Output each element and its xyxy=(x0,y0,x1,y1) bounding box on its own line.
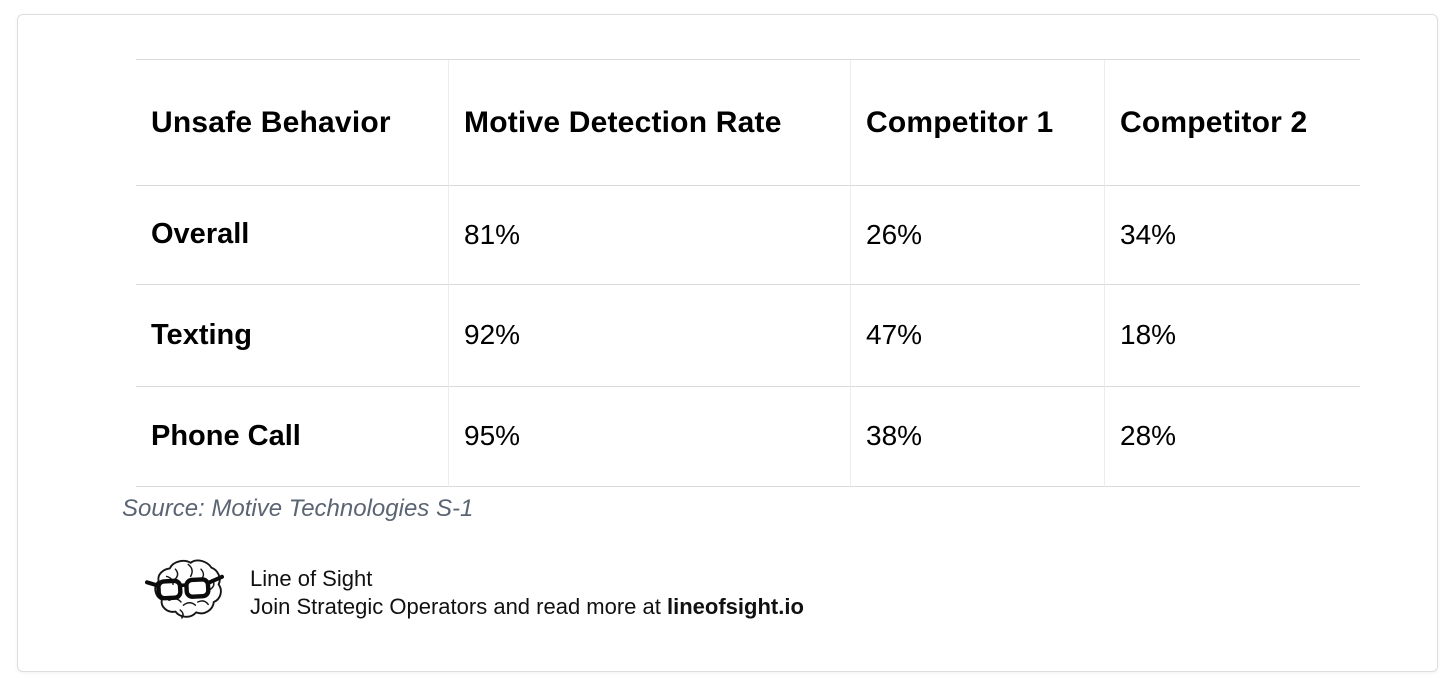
footer-text: Line of Sight Join Strategic Operators a… xyxy=(250,565,804,621)
header-cell-motive-detection-rate: Motive Detection Rate xyxy=(449,60,851,186)
header-cell-competitor-2: Competitor 2 xyxy=(1105,60,1360,186)
value-cell-overall-competitor2: 34% xyxy=(1105,186,1360,285)
detection-rate-table: Unsafe Behavior Motive Detection Rate Co… xyxy=(136,59,1360,487)
tagline-prefix: Join Strategic Operators and read more a… xyxy=(250,594,667,619)
row-label-overall: Overall xyxy=(136,186,449,285)
value-cell-phone-call-competitor2: 28% xyxy=(1105,387,1360,487)
content-card: Unsafe Behavior Motive Detection Rate Co… xyxy=(17,14,1438,672)
brand-url: lineofsight.io xyxy=(667,594,804,619)
value-cell-overall-competitor1: 26% xyxy=(851,186,1105,285)
brain-with-glasses-icon xyxy=(145,559,225,619)
footer-tagline: Join Strategic Operators and read more a… xyxy=(250,593,804,621)
value-cell-overall-motive: 81% xyxy=(449,186,851,285)
header-cell-unsafe-behavior: Unsafe Behavior xyxy=(136,60,449,186)
value-cell-phone-call-motive: 95% xyxy=(449,387,851,487)
footer: Line of Sight Join Strategic Operators a… xyxy=(145,555,804,625)
source-note: Source: Motive Technologies S-1 xyxy=(122,495,474,522)
row-label-phone-call: Phone Call xyxy=(136,387,449,487)
brand-name: Line of Sight xyxy=(250,566,373,591)
value-cell-texting-competitor2: 18% xyxy=(1105,285,1360,387)
row-label-texting: Texting xyxy=(136,285,449,387)
value-cell-texting-competitor1: 47% xyxy=(851,285,1105,387)
value-cell-texting-motive: 92% xyxy=(449,285,851,387)
value-cell-phone-call-competitor1: 38% xyxy=(851,387,1105,487)
header-cell-competitor-1: Competitor 1 xyxy=(851,60,1105,186)
